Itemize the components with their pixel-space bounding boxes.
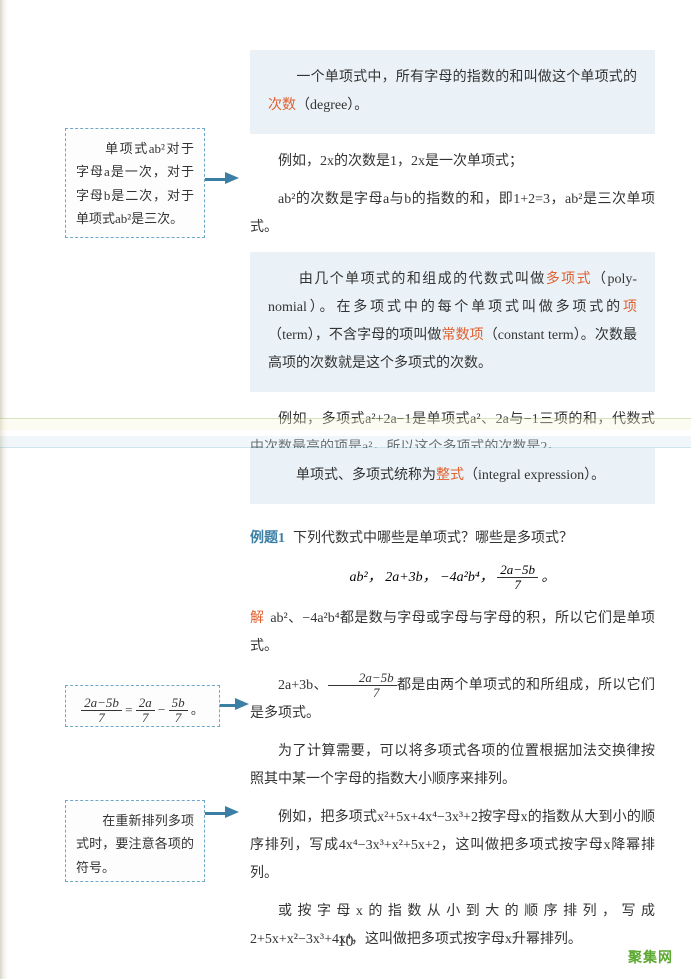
definition-box-degree: 一个单项式中，所有字母的指数的和叫做这个单项式的次数（degree）。 bbox=[250, 50, 655, 134]
example-section: 例题1下列代数式中哪些是单项式？哪些是多项式？ ab²， 2a+3b， −4a²… bbox=[250, 525, 655, 964]
term-term: 项 bbox=[623, 300, 637, 315]
margin-note-2: 2a−5b 7 = 2a 7 − 5b 7 。 bbox=[65, 685, 220, 727]
solution-line-1: 解ab²、−4a²b⁴都是数与字母或字母与字母的积，所以它们是单项式。 bbox=[250, 605, 655, 661]
term-constant: 常数项 bbox=[442, 328, 484, 343]
paragraph: 为了计算需要，可以将多项式各项的位置根据加法交换律按照其中某一个字母的指数大小顺… bbox=[250, 738, 655, 794]
arrow-icon bbox=[235, 698, 249, 710]
paragraph: 例如，把多项式x²+5x+4x⁴−3x³+2按字母x的指数从大到小的顺序排列，写… bbox=[250, 804, 655, 888]
example-formula: ab²， 2a+3b， −4a²b⁴， 2a−5b7 。 bbox=[250, 563, 655, 593]
arrow-shaft-2 bbox=[220, 704, 235, 707]
arrow-icon bbox=[225, 172, 239, 184]
arrow-icon bbox=[225, 806, 239, 818]
section-divider bbox=[0, 418, 691, 448]
textbook-page: 单项式ab²对于字母a是一次，对于字母b是二次，对于单项式ab²是三次。 2a−… bbox=[0, 0, 691, 979]
fraction: 5b 7 bbox=[169, 696, 188, 726]
fraction: 2a−5b7 bbox=[497, 563, 538, 593]
fraction: 2a−5b7 bbox=[328, 671, 397, 701]
term-polynomial: 多项式 bbox=[546, 272, 592, 287]
term-integral-expression: 整式 bbox=[436, 468, 464, 483]
main-column: 一个单项式中，所有字母的指数的和叫做这个单项式的次数（degree）。 例如，2… bbox=[250, 50, 655, 472]
example-heading: 例题1下列代数式中哪些是单项式？哪些是多项式？ bbox=[250, 525, 655, 553]
page-gutter bbox=[0, 0, 8, 979]
term-degree: 次数 bbox=[268, 98, 296, 113]
fraction: 2a−5b 7 bbox=[81, 696, 122, 726]
paragraph: 例如，2x的次数是1，2x是一次单项式； bbox=[250, 148, 655, 176]
paragraph: ab²的次数是字母a与b的指数的和，即1+2=3，ab²是三次单项式。 bbox=[250, 186, 655, 242]
page-number: 10 bbox=[0, 933, 691, 951]
example-label: 例题1 bbox=[250, 531, 285, 546]
solution-label: 解 bbox=[250, 611, 264, 626]
margin-note-1: 单项式ab²对于字母a是一次，对于字母b是二次，对于单项式ab²是三次。 bbox=[65, 128, 205, 238]
margin-note-3: 在重新排列多项式时，要注意各项的符号。 bbox=[65, 800, 205, 882]
fraction: 2a 7 bbox=[136, 696, 155, 726]
integral-expression-box: 单项式、多项式统称为整式（integral expression）。 bbox=[250, 448, 655, 504]
solution-line-2: 2a+3b、2a−5b7都是由两个单项式的和所组成，所以它们是多项式。 bbox=[250, 671, 655, 729]
watermark: 聚集网 bbox=[628, 947, 673, 967]
arrow-shaft-3 bbox=[205, 812, 225, 815]
arrow-shaft-1 bbox=[205, 178, 225, 181]
definition-box-polynomial: 由几个单项式的和组成的代数式叫做多项式（poly-nomial）。在多项式中的每… bbox=[250, 252, 655, 392]
